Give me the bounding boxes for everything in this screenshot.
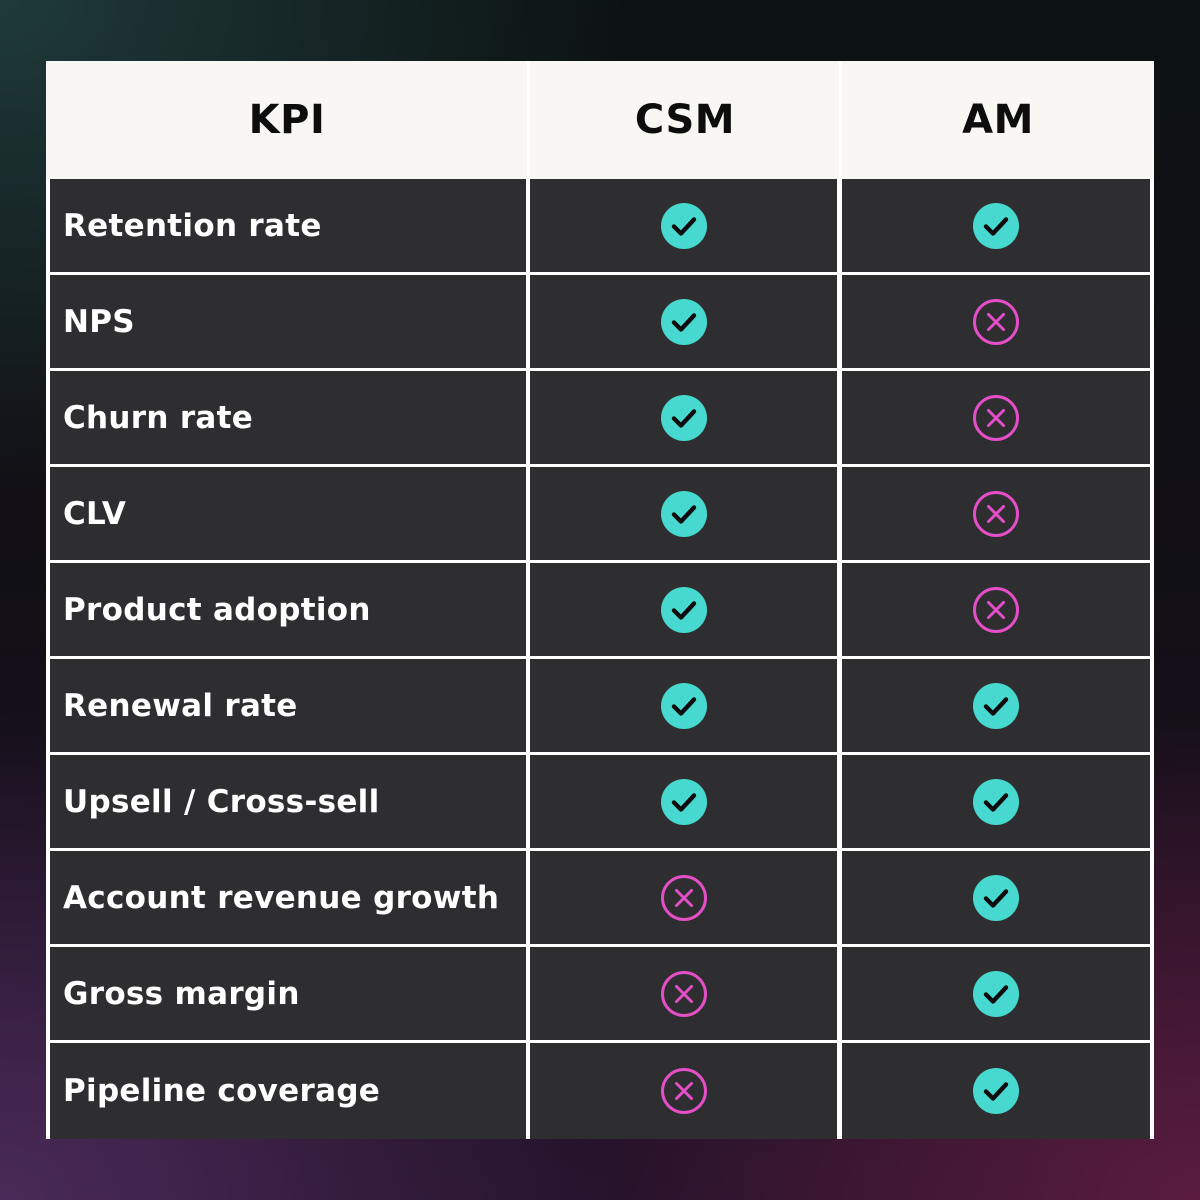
check-icon — [972, 970, 1020, 1018]
kpi-comparison-table: KPI CSM AM Retention rate NPS Churn rate CL… — [46, 61, 1154, 1139]
kpi-cell: Renewal rate — [50, 659, 526, 752]
am-cell — [842, 851, 1150, 944]
csm-cell — [530, 179, 837, 272]
am-cell — [842, 1043, 1150, 1139]
table-body: Retention rate NPS Churn rate CLV Product ad… — [46, 179, 1154, 1139]
am-cell — [842, 947, 1150, 1040]
header-divider — [527, 61, 530, 179]
am-cell — [842, 659, 1150, 752]
csm-cell — [530, 1043, 837, 1139]
table-row: Gross margin — [46, 947, 1154, 1043]
table-row: NPS — [46, 275, 1154, 371]
cross-icon — [660, 874, 708, 922]
kpi-label: Account revenue growth — [63, 879, 500, 916]
am-cell — [842, 563, 1150, 656]
table-row: Churn rate — [46, 371, 1154, 467]
csm-cell — [530, 563, 837, 656]
am-cell — [842, 467, 1150, 560]
kpi-cell: Product adoption — [50, 563, 526, 656]
csm-cell — [530, 755, 837, 848]
kpi-label: Upsell / Cross-sell — [63, 783, 380, 820]
kpi-cell: CLV — [50, 467, 526, 560]
csm-cell — [530, 947, 837, 1040]
check-icon — [972, 202, 1020, 250]
kpi-label: Pipeline coverage — [63, 1073, 381, 1109]
kpi-label: Churn rate — [63, 399, 254, 436]
cross-icon — [972, 490, 1020, 538]
kpi-label: NPS — [63, 303, 135, 340]
check-icon — [660, 586, 708, 634]
table-row: CLV — [46, 467, 1154, 563]
check-icon — [972, 1067, 1020, 1115]
table-row: Upsell / Cross-sell — [46, 755, 1154, 851]
kpi-label: Product adoption — [63, 591, 371, 628]
table-row: Product adoption — [46, 563, 1154, 659]
header-divider — [839, 61, 842, 179]
check-icon — [660, 202, 708, 250]
kpi-cell: Gross margin — [50, 947, 526, 1040]
table-row: Renewal rate — [46, 659, 1154, 755]
kpi-cell: Account revenue growth — [50, 851, 526, 944]
header-csm: CSM — [634, 97, 736, 143]
table-row: Retention rate — [46, 179, 1154, 275]
check-icon — [972, 778, 1020, 826]
kpi-cell: Churn rate — [50, 371, 526, 464]
cross-icon — [972, 394, 1020, 442]
kpi-label: Gross margin — [63, 975, 300, 1012]
cross-icon — [660, 970, 708, 1018]
cross-icon — [972, 298, 1020, 346]
kpi-cell: Upsell / Cross-sell — [50, 755, 526, 848]
check-icon — [972, 874, 1020, 922]
csm-cell — [530, 371, 837, 464]
check-icon — [660, 490, 708, 538]
kpi-cell: NPS — [50, 275, 526, 368]
check-icon — [660, 682, 708, 730]
csm-cell — [530, 659, 837, 752]
kpi-label: Renewal rate — [63, 687, 298, 724]
am-cell — [842, 179, 1150, 272]
table-header: KPI CSM AM — [46, 61, 1154, 179]
am-cell — [842, 371, 1150, 464]
table-row: Account revenue growth — [46, 851, 1154, 947]
kpi-cell: Retention rate — [50, 179, 526, 272]
check-icon — [660, 778, 708, 826]
csm-cell — [530, 275, 837, 368]
csm-cell — [530, 467, 837, 560]
kpi-cell: Pipeline coverage — [50, 1043, 526, 1139]
table-row: Pipeline coverage — [46, 1043, 1154, 1139]
check-icon — [660, 298, 708, 346]
cross-icon — [972, 586, 1020, 634]
check-icon — [660, 394, 708, 442]
header-am: AM — [962, 97, 1034, 143]
header-kpi: KPI — [248, 97, 326, 143]
am-cell — [842, 275, 1150, 368]
check-icon — [972, 682, 1020, 730]
kpi-label: CLV — [63, 495, 127, 532]
cross-icon — [660, 1067, 708, 1115]
csm-cell — [530, 851, 837, 944]
am-cell — [842, 755, 1150, 848]
kpi-label: Retention rate — [63, 207, 322, 244]
